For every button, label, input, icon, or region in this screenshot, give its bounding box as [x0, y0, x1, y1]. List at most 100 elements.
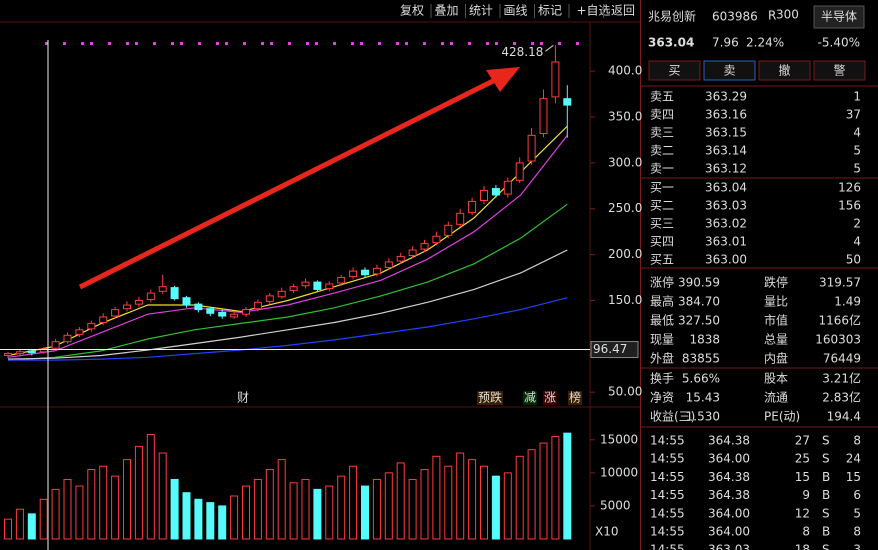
candle-body — [432, 235, 441, 244]
volume-bar — [265, 469, 274, 540]
event-tag-box — [477, 391, 503, 405]
volume-bar — [539, 442, 548, 540]
stat-label: 跌停 — [764, 275, 788, 290]
toolbar-button[interactable]: 叠加 — [435, 4, 459, 18]
cursor-label: 96.47 — [593, 342, 627, 356]
book-price: 363.03 — [705, 199, 747, 213]
max-leader — [545, 44, 554, 52]
y-tick-label: 150.0 — [608, 293, 642, 307]
candle-body — [420, 243, 429, 250]
trade-volume: 25 — [795, 452, 810, 466]
action-button[interactable] — [648, 60, 701, 81]
signal-dot — [288, 42, 291, 45]
candle-body — [337, 277, 346, 284]
volume-bar — [134, 445, 143, 540]
candle-body — [301, 281, 310, 287]
action-button[interactable] — [813, 60, 866, 81]
candle-body — [206, 308, 215, 314]
candle-body — [111, 309, 120, 317]
volume-bar — [146, 433, 155, 540]
trade-time: 14:55 — [650, 506, 685, 520]
y-tick-label: 350.0 — [608, 110, 642, 124]
stat-value: 3.21亿 — [822, 371, 861, 386]
book-volume: 50 — [846, 253, 861, 267]
max-label: 428.18 — [501, 45, 543, 59]
stat-value: 2.83亿 — [822, 390, 861, 405]
volume-bar — [253, 478, 262, 540]
volume-bar — [384, 472, 393, 540]
book-price: 363.04 — [705, 181, 747, 195]
signal-dot — [495, 42, 498, 45]
book-volume: 37 — [846, 108, 861, 122]
sector-box[interactable] — [813, 5, 865, 29]
trade-side: S — [822, 452, 830, 466]
trade-count: 15 — [846, 470, 861, 484]
event-tag: 榜 — [569, 390, 581, 405]
trade-side: S — [822, 434, 830, 448]
volume-bar — [396, 462, 405, 540]
book-volume: 4 — [853, 235, 861, 249]
signal-dot — [396, 42, 399, 45]
candle-body — [253, 301, 262, 310]
book-price: 363.29 — [705, 90, 747, 104]
volume-tick-label: 10000 — [600, 465, 638, 479]
book-volume: 126 — [838, 181, 861, 195]
book-level: 卖五 — [650, 90, 674, 104]
stat-label: 总量 — [764, 333, 788, 347]
volume-bar — [27, 513, 36, 540]
stat-label: 收益(三) — [650, 410, 695, 424]
signal-dot — [153, 42, 156, 45]
signal-dot — [198, 42, 201, 45]
trade-side: B — [822, 525, 830, 539]
book-level: 买五 — [650, 253, 674, 267]
volume-bar — [301, 478, 310, 540]
action-label: 卖 — [723, 64, 735, 78]
toolbar-button[interactable]: +自选 — [577, 4, 611, 18]
volume-bar — [39, 498, 48, 540]
stat-value: 1.49 — [834, 295, 861, 309]
toolbar-button[interactable]: 标记 — [538, 4, 562, 18]
action-button[interactable] — [758, 60, 811, 81]
volume-bar — [158, 452, 167, 540]
action-button[interactable] — [703, 60, 756, 81]
candle-body — [491, 188, 500, 196]
trade-price: 364.38 — [708, 434, 750, 448]
stat-value: 5.66% — [682, 372, 720, 386]
candle-body — [4, 353, 12, 356]
volume-bar — [563, 432, 572, 540]
stat-label: PE(动) — [764, 410, 800, 424]
trend-arrow — [78, 67, 520, 290]
toolbar-button[interactable]: 统计 — [469, 4, 493, 18]
candle-body — [158, 286, 167, 292]
trade-count: 8 — [853, 434, 861, 448]
book-price: 363.14 — [705, 144, 747, 158]
sector-change: -5.40% — [818, 36, 860, 50]
trade-volume: 12 — [795, 506, 810, 520]
trade-time: 14:55 — [650, 470, 685, 484]
book-price: 363.01 — [705, 235, 747, 249]
signal-dot — [576, 42, 579, 45]
toolbar-button[interactable]: 复权 — [400, 4, 424, 18]
signal-dot — [441, 42, 444, 45]
volume-bar — [87, 469, 96, 540]
volume-bar — [503, 472, 512, 540]
candle-body — [218, 311, 227, 317]
toolbar-button[interactable]: 返回 — [611, 4, 635, 18]
candle-body — [194, 303, 203, 311]
book-level: 卖四 — [650, 108, 674, 122]
candle-body — [527, 134, 536, 162]
volume-bar — [289, 482, 298, 540]
volume-unit: X10 — [595, 525, 619, 539]
badge: R — [768, 9, 776, 23]
candle-body — [408, 249, 417, 257]
book-price: 363.02 — [705, 217, 747, 231]
volume-bar — [337, 475, 346, 540]
toolbar-button[interactable]: 画线 — [504, 4, 528, 18]
signal-dot — [468, 42, 471, 45]
arrow-shaft — [78, 77, 497, 290]
stock-code: 603986 — [712, 10, 758, 24]
candle-body — [503, 180, 512, 195]
trade-price: 364.38 — [708, 488, 750, 502]
candle-body — [27, 350, 36, 354]
